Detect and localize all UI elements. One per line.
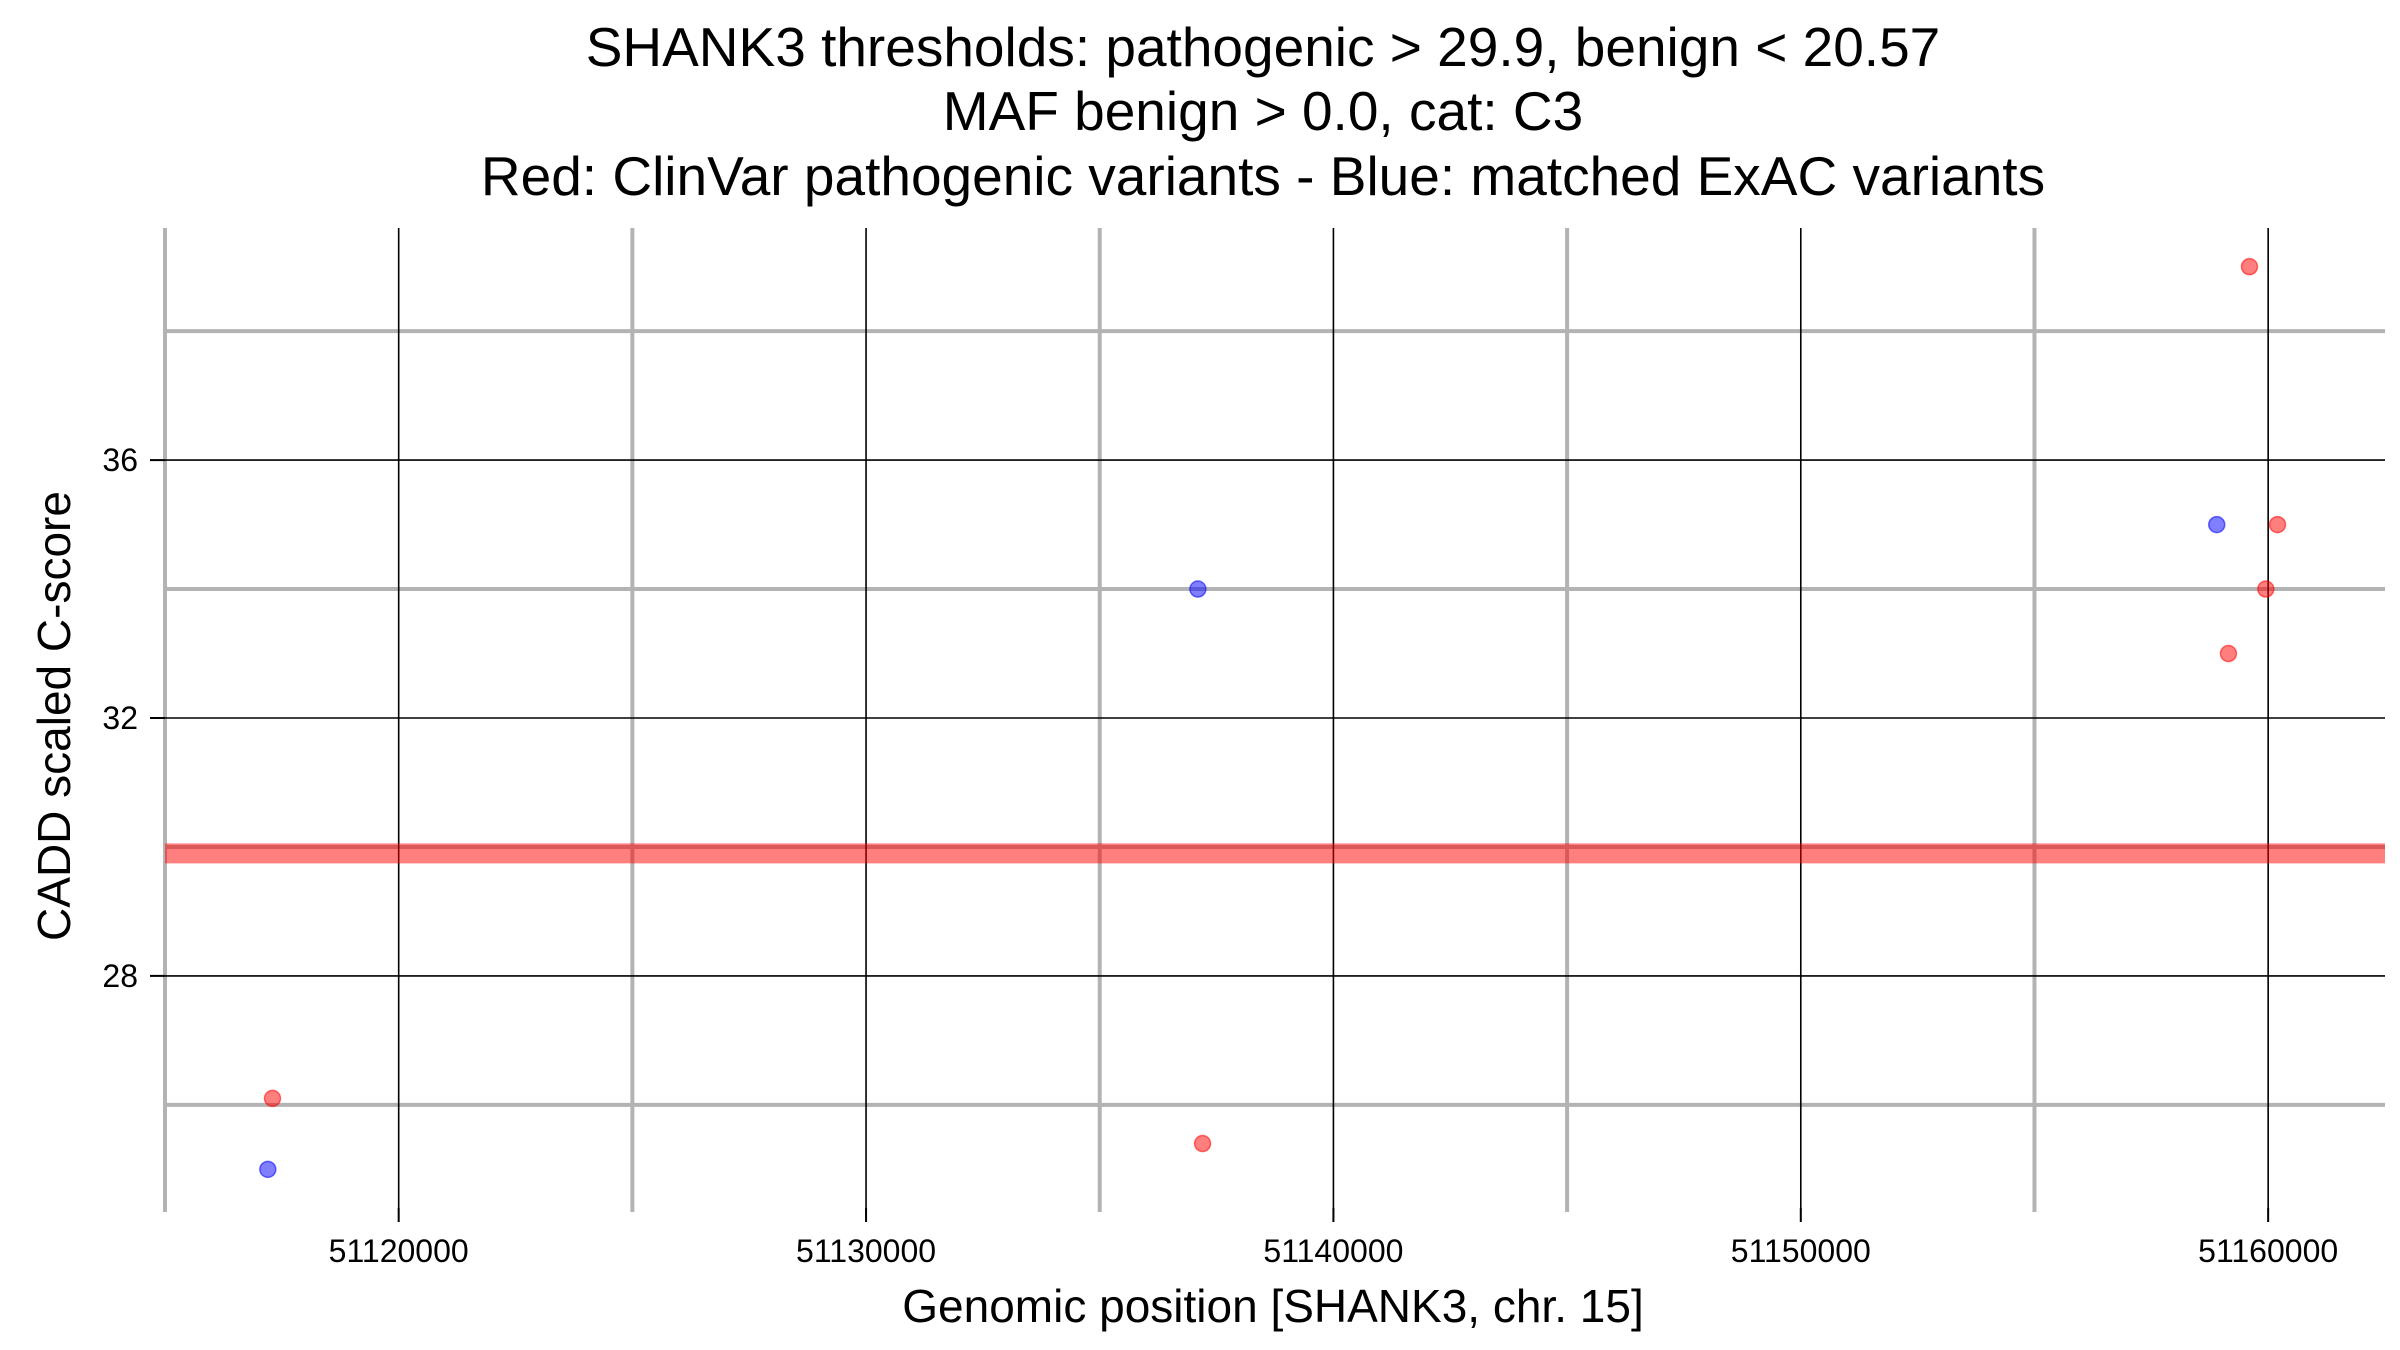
- exac-point: [259, 1160, 277, 1179]
- clinvar-point: [2240, 257, 2259, 276]
- x-tick-label: 51150000: [1731, 1233, 1871, 1269]
- exac-point: [2207, 515, 2226, 534]
- y-tick-label: 36: [102, 442, 138, 478]
- title-line-2: MAF benign > 0.0, cat: C3: [943, 80, 1583, 142]
- x-tick-label: 51160000: [2198, 1233, 2338, 1269]
- chart-title: SHANK3 thresholds: pathogenic > 29.9, be…: [481, 16, 2045, 207]
- data-points: [259, 257, 2287, 1179]
- x-axis-label: Genomic position [SHANK3, chr. 15]: [902, 1280, 1643, 1332]
- clinvar-point: [263, 1089, 282, 1108]
- exac-point: [1189, 580, 1207, 598]
- x-tick-label: 51120000: [329, 1233, 469, 1269]
- y-axis-ticks: 28 32 36: [102, 442, 165, 994]
- title-line-1: SHANK3 thresholds: pathogenic > 29.9, be…: [586, 16, 1941, 78]
- y-axis-label: CADD scaled C-score: [28, 491, 80, 941]
- grid: [163, 228, 2385, 1212]
- clinvar-point: [2268, 515, 2287, 534]
- x-axis-ticks: 51120000 51130000 51140000 51150000 51160000: [329, 1208, 2338, 1269]
- clinvar-point: [1193, 1134, 1212, 1153]
- x-tick-label: 51140000: [1263, 1233, 1403, 1269]
- y-tick-label: 28: [102, 958, 138, 994]
- x-tick-label: 51130000: [796, 1233, 936, 1269]
- clinvar-point: [2219, 644, 2238, 663]
- y-tick-label: 32: [102, 700, 138, 736]
- clinvar-point: [2257, 580, 2275, 598]
- title-line-3: Red: ClinVar pathogenic variants - Blue:…: [481, 145, 2045, 207]
